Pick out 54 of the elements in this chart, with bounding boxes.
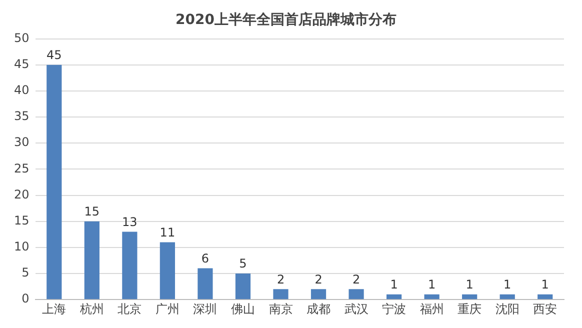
bar — [84, 221, 100, 300]
y-tick-label: 45 — [14, 57, 30, 72]
bar — [46, 64, 62, 300]
x-tick-label: 重庆 — [458, 302, 482, 316]
data-label: 45 — [46, 48, 62, 62]
data-label: 1 — [390, 278, 398, 292]
data-label: 2 — [314, 272, 322, 286]
y-tick-label: 10 — [14, 240, 30, 254]
y-tick-label: 35 — [14, 109, 30, 124]
chart-title: 2020上半年全国首店品牌城市分布 — [176, 11, 396, 28]
data-label: 5 — [239, 256, 247, 271]
y-tick-label: 5 — [22, 266, 30, 280]
x-tick-label: 沈阳 — [495, 302, 520, 316]
x-tick-label: 武汉 — [344, 302, 368, 316]
y-tick-label: 30 — [14, 135, 30, 150]
x-tick-label: 北京 — [118, 302, 142, 316]
data-label: 13 — [122, 214, 138, 229]
y-tick-label: 25 — [14, 161, 30, 176]
bar — [160, 242, 176, 300]
x-tick-label: 西安 — [533, 302, 558, 316]
bar — [198, 268, 213, 300]
bar — [348, 289, 364, 300]
bar — [424, 294, 440, 300]
y-tick-label: 50 — [14, 30, 30, 45]
bar — [462, 294, 478, 300]
data-label: 1 — [428, 278, 436, 292]
x-tick-label: 福州 — [420, 302, 444, 316]
x-tick-label: 佛山 — [230, 302, 255, 316]
data-label: 1 — [541, 278, 549, 292]
y-tick-label: 40 — [14, 83, 30, 98]
bar — [500, 294, 515, 300]
data-label: 11 — [160, 225, 176, 240]
y-tick-label: 20 — [14, 187, 30, 202]
x-tick-label: 成都 — [306, 302, 331, 316]
x-tick-label: 宁波 — [382, 302, 406, 316]
data-label: 6 — [201, 251, 210, 266]
y-tick-label: 0 — [22, 292, 30, 306]
bar — [310, 289, 326, 300]
y-tick-label: 15 — [14, 213, 30, 228]
data-label: 2 — [352, 272, 360, 286]
bar — [538, 294, 553, 300]
data-label: 2 — [276, 272, 285, 286]
x-tick-label: 杭州 — [78, 302, 104, 316]
bar — [386, 294, 402, 300]
data-label: 1 — [504, 278, 512, 292]
bar — [122, 232, 138, 300]
bar — [273, 289, 288, 300]
x-tick-label: 广州 — [155, 302, 180, 316]
x-tick-label: 深圳 — [193, 302, 218, 316]
x-tick-label: 上海 — [42, 302, 66, 316]
data-label: 1 — [466, 278, 474, 292]
x-tick-label: 南京 — [268, 302, 293, 316]
data-label: 15 — [84, 204, 100, 218]
bar — [235, 274, 251, 300]
